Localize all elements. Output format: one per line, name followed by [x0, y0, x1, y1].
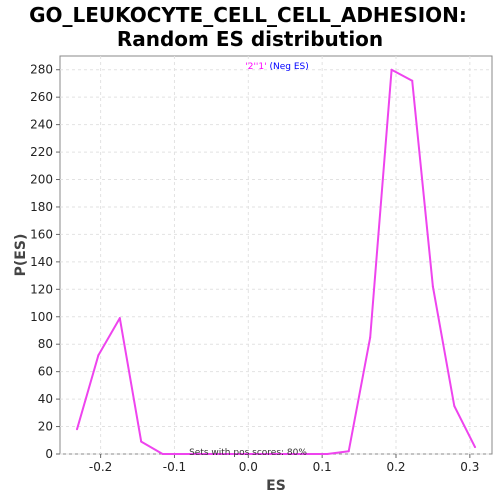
x-tick-label: 0.2 — [386, 460, 405, 474]
data-point — [225, 453, 228, 455]
data-point — [204, 453, 207, 455]
y-tick-label: 280 — [30, 63, 53, 77]
data-point — [75, 428, 78, 431]
data-point — [290, 453, 293, 455]
plot-area — [59, 55, 493, 455]
series-line — [76, 68, 476, 455]
y-axis-label: P(ES) — [13, 234, 29, 277]
data-point — [268, 453, 271, 455]
data-point — [311, 453, 314, 455]
x-tick-label: -0.2 — [89, 460, 112, 474]
y-tick-label: 120 — [30, 282, 53, 296]
y-tick-label: 20 — [38, 420, 53, 434]
grid — [60, 56, 492, 455]
chart-title-line-2: Random ES distribution — [117, 27, 383, 51]
data-point — [183, 453, 186, 455]
y-tick-label: 260 — [30, 90, 53, 104]
y-tick-label: 0 — [45, 447, 53, 461]
data-point — [453, 404, 456, 407]
y-tick-label: 240 — [30, 118, 53, 132]
legend-label-part2: (Neg ES) — [267, 62, 309, 72]
data-point — [326, 453, 329, 455]
x-tick-label: -0.1 — [163, 460, 186, 474]
data-point — [390, 68, 393, 71]
chart-title-line-1: GO_LEUKOCYTE_CELL_CELL_ADHESION: — [29, 3, 467, 27]
data-point — [411, 79, 414, 82]
y-tick-label: 180 — [30, 200, 53, 214]
data-point — [118, 317, 121, 320]
data-point — [97, 354, 100, 357]
annotation: Sets with pos scores: 80% — [189, 448, 307, 458]
data-point — [431, 285, 434, 288]
data-point — [247, 453, 250, 455]
y-tick-label: 40 — [38, 392, 53, 406]
legend-label-part1: '2''1' — [245, 62, 266, 72]
x-tick-label: 0.1 — [313, 460, 332, 474]
y-tick-label: 60 — [38, 365, 53, 379]
x-tick-label: 0.3 — [460, 460, 479, 474]
y-axis-ticks: 0 20 40 60 80 100 120 140 160 180 200 220 240 260 280 — [30, 63, 60, 461]
y-tick-label: 80 — [38, 337, 53, 351]
y-tick-label: 220 — [30, 145, 53, 159]
data-point — [347, 450, 350, 453]
x-tick-label: 0.0 — [239, 460, 258, 474]
data-point — [140, 440, 143, 443]
data-point — [474, 446, 477, 449]
x-axis-label: ES — [266, 478, 286, 494]
legend: '2''1' (Neg ES) — [245, 62, 309, 72]
y-tick-label: 160 — [30, 227, 53, 241]
series-group — [75, 68, 477, 455]
y-tick-label: 100 — [30, 310, 53, 324]
data-point — [369, 336, 372, 339]
y-tick-label: 140 — [30, 255, 53, 269]
y-tick-label: 200 — [30, 173, 53, 187]
data-point — [161, 453, 164, 455]
